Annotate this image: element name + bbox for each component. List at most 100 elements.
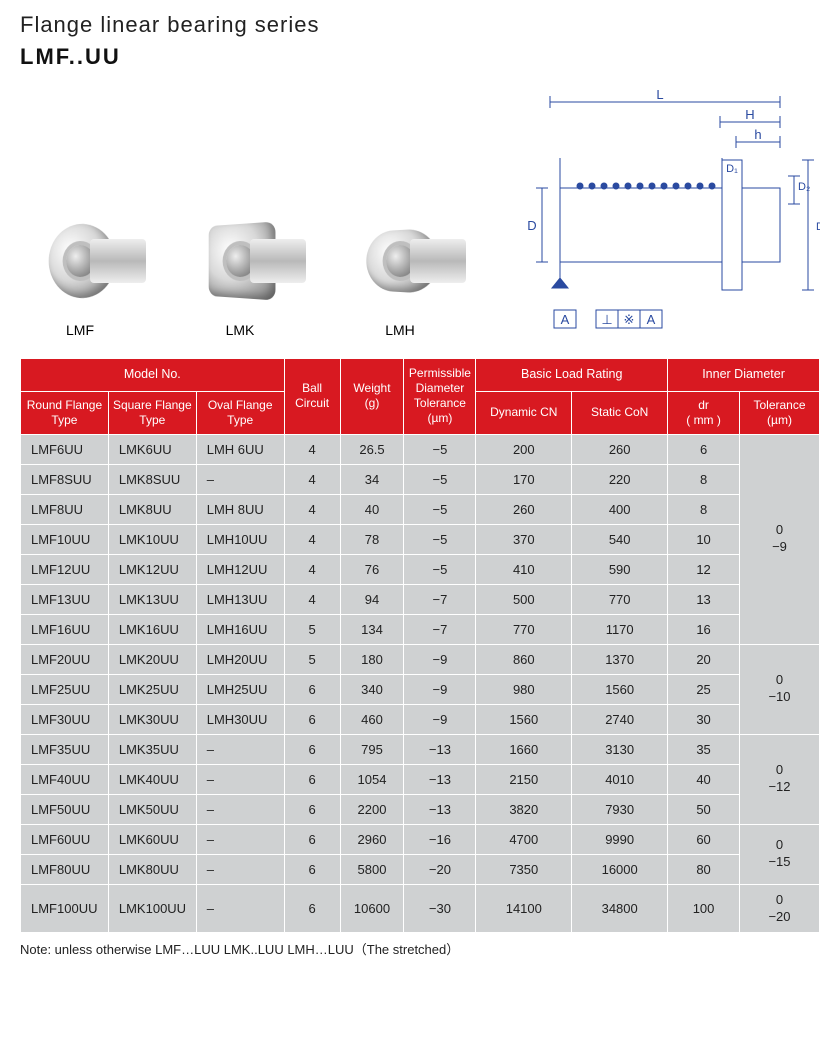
cell-round: LMF25UU: [21, 674, 109, 704]
cell-weight: 134: [340, 614, 404, 644]
th-load-group: Basic Load Rating: [476, 359, 668, 392]
table-row: LMF40UULMK40UU–61054−132150401040: [21, 764, 820, 794]
cell-dr: 35: [668, 734, 740, 764]
table-row: LMF13UULMK13UULMH13UU494−750077013: [21, 584, 820, 614]
cell-stat: 590: [572, 554, 668, 584]
table-row: LMF25UULMK25UULMH25UU6340−9980156025: [21, 674, 820, 704]
cell-dyn: 410: [476, 554, 572, 584]
product-gallery: LMF LMK LMH: [20, 206, 460, 338]
cell-round: LMF60UU: [21, 824, 109, 854]
cell-dr: 10: [668, 524, 740, 554]
cell-oval: –: [196, 824, 284, 854]
product-lmk: LMK: [180, 206, 300, 338]
cell-tol: −9: [404, 704, 476, 734]
table-body: LMF6UULMK6UULMH 6UU426.5−520026060−9LMF8…: [21, 434, 820, 933]
cell-round: LMF16UU: [21, 614, 109, 644]
cell-square: LMK35UU: [108, 734, 196, 764]
cell-dyn: 500: [476, 584, 572, 614]
cell-stat: 540: [572, 524, 668, 554]
cell-tol: −5: [404, 554, 476, 584]
cell-dyn: 4700: [476, 824, 572, 854]
cell-dr: 40: [668, 764, 740, 794]
table-row: LMF80UULMK80UU–65800−2073501600080: [21, 854, 820, 884]
th-stat: Static CoN: [572, 391, 668, 434]
cell-oval: LMH 6UU: [196, 434, 284, 464]
cell-tol: −7: [404, 584, 476, 614]
cell-weight: 460: [340, 704, 404, 734]
cell-square: LMK12UU: [108, 554, 196, 584]
th-model-group: Model No.: [21, 359, 285, 392]
product-lmh: LMH: [340, 206, 460, 338]
cell-ball: 5: [284, 614, 340, 644]
table-row: LMF12UULMK12UULMH12UU476−541059012: [21, 554, 820, 584]
cell-dr: 50: [668, 794, 740, 824]
cell-weight: 40: [340, 494, 404, 524]
product-lmf: LMF: [20, 206, 140, 338]
cell-dyn: 860: [476, 644, 572, 674]
cell-dyn: 770: [476, 614, 572, 644]
th-dyn: Dynamic CN: [476, 391, 572, 434]
cell-ball: 5: [284, 644, 340, 674]
th-oval: Oval FlangeType: [196, 391, 284, 434]
table-row: LMF50UULMK50UU–62200−133820793050: [21, 794, 820, 824]
cell-round: LMF8SUU: [21, 464, 109, 494]
cell-ball: 6: [284, 704, 340, 734]
cell-stat: 770: [572, 584, 668, 614]
cell-square: LMK10UU: [108, 524, 196, 554]
cell-dr: 25: [668, 674, 740, 704]
svg-text:D₁: D₁: [816, 221, 820, 233]
table-row: LMF8UULMK8UULMH 8UU440−52604008: [21, 494, 820, 524]
cell-dyn: 7350: [476, 854, 572, 884]
svg-text:D₂: D₂: [798, 181, 810, 193]
cell-dr: 30: [668, 704, 740, 734]
cell-square: LMK8UU: [108, 494, 196, 524]
cell-tol: −9: [404, 644, 476, 674]
cell-ball: 4: [284, 524, 340, 554]
cell-ball: 6: [284, 824, 340, 854]
cell-stat: 220: [572, 464, 668, 494]
table-row: LMF60UULMK60UU–62960−1647009990600−15: [21, 824, 820, 854]
cell-stat: 1370: [572, 644, 668, 674]
product-label: LMF: [66, 322, 94, 338]
cell-tol: −7: [404, 614, 476, 644]
cell-square: LMK25UU: [108, 674, 196, 704]
cell-weight: 78: [340, 524, 404, 554]
cell-square: LMK8SUU: [108, 464, 196, 494]
page-title: Flange linear bearing series: [20, 12, 820, 38]
th-ball: BallCircuit: [284, 359, 340, 435]
svg-text:D₁: D₁: [726, 163, 738, 175]
cell-square: LMK13UU: [108, 584, 196, 614]
cell-dyn: 1660: [476, 734, 572, 764]
cell-ball: 6: [284, 884, 340, 933]
table-row: LMF6UULMK6UULMH 6UU426.5−520026060−9: [21, 434, 820, 464]
table-row: LMF16UULMK16UULMH16UU5134−7770117016: [21, 614, 820, 644]
cell-stat: 9990: [572, 824, 668, 854]
cell-round: LMF12UU: [21, 554, 109, 584]
cell-oval: LMH10UU: [196, 524, 284, 554]
cell-round: LMF30UU: [21, 704, 109, 734]
cell-ball: 4: [284, 584, 340, 614]
cell-inner-tol: 0−10: [740, 644, 820, 734]
cell-tol: −16: [404, 824, 476, 854]
cell-ball: 4: [284, 434, 340, 464]
cell-square: LMK6UU: [108, 434, 196, 464]
cell-oval: LMH20UU: [196, 644, 284, 674]
page-subtitle: LMF..UU: [20, 44, 820, 70]
cell-dr: 13: [668, 584, 740, 614]
cell-oval: –: [196, 884, 284, 933]
svg-text:A: A: [647, 312, 656, 327]
footnote: Note: unless otherwise LMF…LUU LMK..LUU …: [20, 939, 820, 958]
cell-stat: 7930: [572, 794, 668, 824]
cell-weight: 26.5: [340, 434, 404, 464]
cell-round: LMF13UU: [21, 584, 109, 614]
cell-tol: −5: [404, 464, 476, 494]
cell-dr: 8: [668, 464, 740, 494]
cell-weight: 10600: [340, 884, 404, 933]
cell-oval: LMH 8UU: [196, 494, 284, 524]
cell-ball: 6: [284, 764, 340, 794]
cell-ball: 4: [284, 464, 340, 494]
cell-stat: 2740: [572, 704, 668, 734]
cell-stat: 260: [572, 434, 668, 464]
table-head: Model No. BallCircuit Weight(g) Permissi…: [21, 359, 820, 435]
cell-dyn: 1560: [476, 704, 572, 734]
